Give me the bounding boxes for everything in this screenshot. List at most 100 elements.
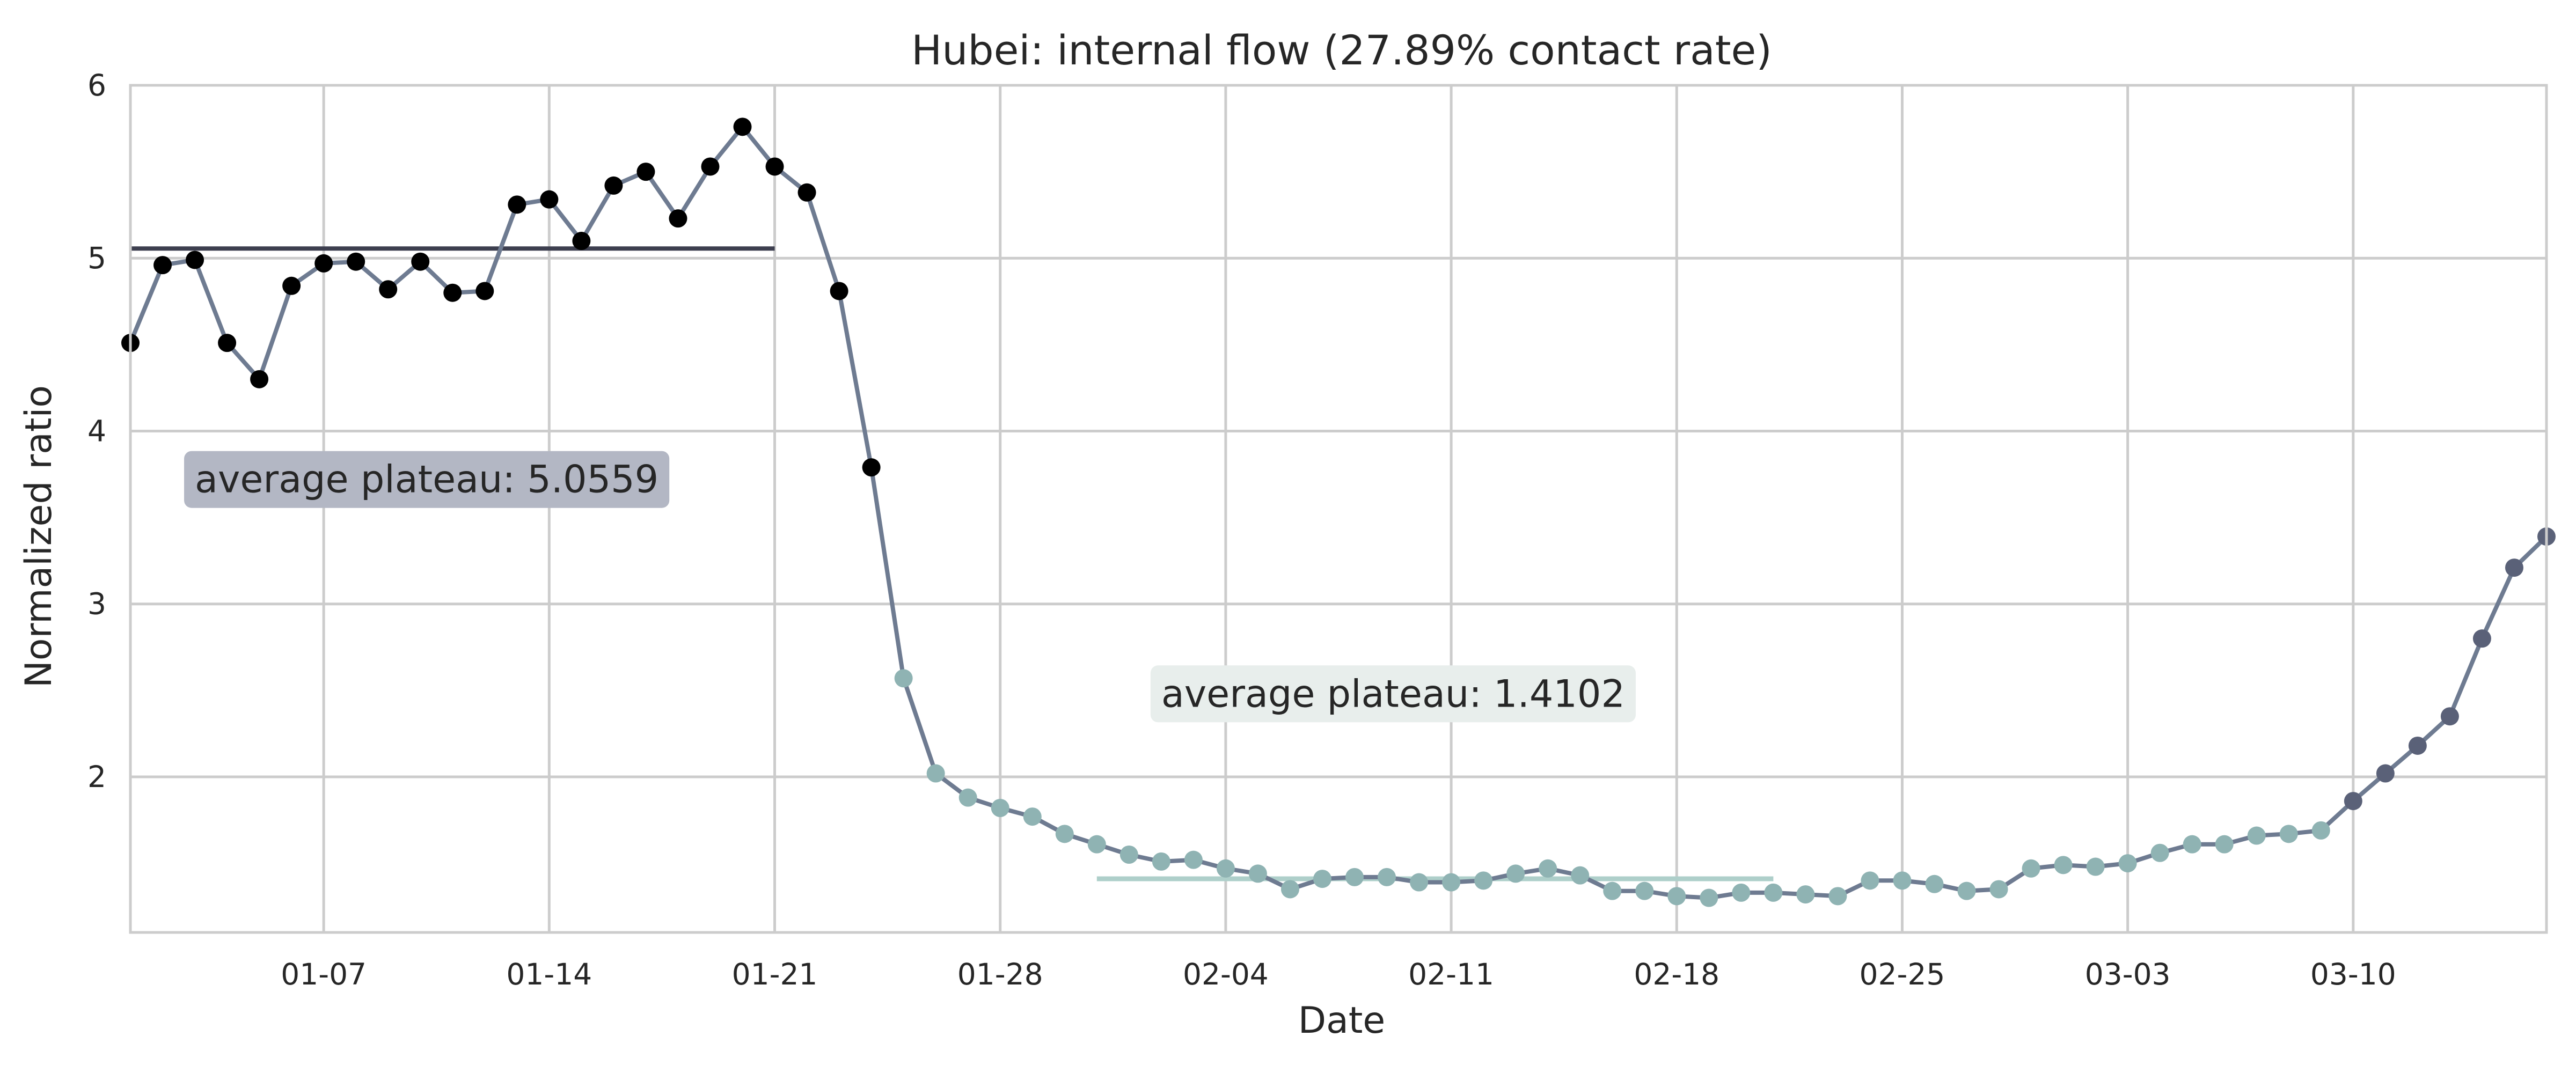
y-axis-label: Normalized ratio [18,385,60,688]
annotation-text: average plateau: 1.4102 [1161,672,1625,716]
annotation-box [184,451,670,508]
data-point [2086,857,2105,876]
x-tick-label: 01-07 [281,957,367,991]
data-point [2472,629,2491,648]
data-point [508,195,526,214]
data-point [411,252,430,271]
y-tick-label: 4 [87,414,106,448]
data-point [2311,821,2330,840]
y-tick-label: 6 [87,68,106,102]
annotation-early: average plateau: 5.0559 [184,451,670,508]
data-point [604,176,623,195]
data-point [1925,874,1944,893]
data-point [153,256,172,275]
data-point [1378,868,1396,886]
x-tick-label: 01-28 [957,957,1043,991]
data-point [636,163,655,181]
data-point [1410,873,1429,892]
data-point [250,370,269,388]
data-point [218,334,237,352]
data-point [1055,825,1074,843]
data-point [830,282,848,300]
data-point [991,798,1009,817]
data-point [1248,864,1267,883]
x-tick-label: 02-04 [1183,957,1269,991]
data-point [282,276,301,295]
data-point [1313,870,1331,888]
data-point [1893,871,1912,890]
x-tick-label: 01-14 [506,957,592,991]
y-tick-label: 2 [87,760,106,794]
x-tick-label: 03-10 [2310,957,2396,991]
data-point [1152,852,1170,871]
data-point [347,252,365,271]
tick-labels: 2 3 4 5 6 01-07 01-14 01-21 01-28 02-04 02-11 02-18… [87,68,2396,991]
data-point [1280,880,1299,899]
data-point [1474,871,1493,890]
data-point [1442,873,1461,892]
data-point [701,157,720,176]
data-point [2376,764,2395,783]
data-point [1216,859,1235,878]
data-points [121,117,2556,907]
data-point [1184,850,1203,869]
data-point [2022,859,2040,878]
data-point [1571,866,1590,885]
data-point [1861,871,1879,890]
data-point [186,251,204,269]
chart-title: Hubei: internal flow (27.89% contact rat… [911,26,1772,74]
data-point [1087,835,1106,854]
data-point [2150,843,2169,862]
x-tick-label: 02-18 [1634,957,1719,991]
data-point [1119,845,1138,864]
data-point [443,283,462,302]
annotation-late: average plateau: 1.4102 [1150,665,1636,723]
data-point [475,282,494,300]
data-point [797,183,816,202]
plateau-lines [130,246,1774,881]
series-line-group [128,124,2549,900]
data-point [2408,736,2427,755]
data-point [862,458,881,477]
data-point [765,157,784,176]
x-tick-label: 02-11 [1408,957,1494,991]
data-point [958,788,977,807]
x-tick-label: 03-03 [2085,957,2171,991]
data-point [2118,854,2137,873]
data-point [669,209,687,228]
y-tick-label: 5 [87,241,106,275]
data-point [2440,707,2459,726]
data-point [2505,558,2523,577]
y-tick-label: 3 [87,587,106,621]
series-line [128,124,2549,900]
data-point [1667,887,1686,906]
annotations: average plateau: 5.0559 average plateau: … [184,451,1636,723]
data-point [1989,880,2008,899]
data-point [1732,883,1751,902]
x-tick-label: 01-21 [732,957,818,991]
data-point [1635,881,1654,900]
data-point [1764,883,1783,902]
data-point [540,190,559,209]
x-axis-label: Date [1298,999,1386,1042]
data-point [1603,881,1622,900]
data-point [1506,864,1525,883]
data-point [1345,868,1364,886]
data-point [2344,792,2362,811]
data-point [2054,856,2073,874]
data-point [926,764,945,783]
data-point [1539,859,1557,878]
data-point [314,254,333,273]
data-point [894,669,913,688]
annotation-box [1150,665,1636,723]
data-point [1023,807,1042,826]
data-point [572,232,591,251]
data-point [1957,881,1976,900]
data-point [2215,835,2234,854]
data-point [1828,887,1847,906]
plot-frame [129,84,2548,934]
data-point [2279,825,2298,843]
gridlines [130,84,2546,932]
data-point [733,117,752,136]
